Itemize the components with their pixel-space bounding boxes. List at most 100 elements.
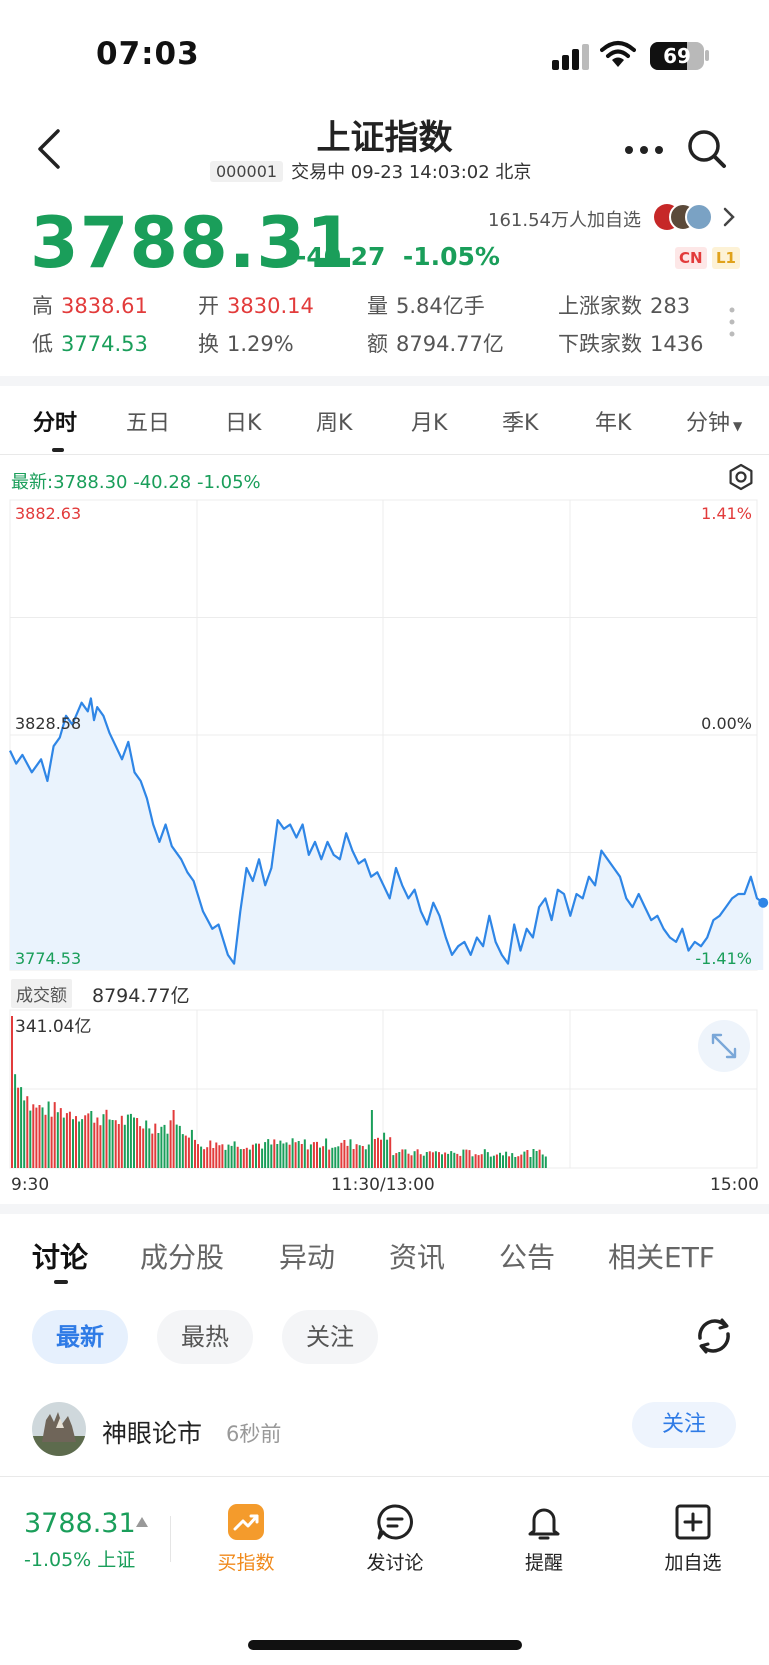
volume-bar <box>538 1149 541 1168</box>
tab-intraday[interactable]: 分时 <box>33 411 78 436</box>
filter-following[interactable]: 关注 <box>282 1310 378 1364</box>
volume-bar <box>187 1137 190 1168</box>
stat-high: 高 3838.61 <box>32 294 148 318</box>
volume-bar <box>395 1153 398 1168</box>
volume-bar <box>221 1144 224 1168</box>
volume-bar <box>474 1154 477 1168</box>
volume-bar <box>303 1139 306 1168</box>
volume-bar <box>523 1151 526 1168</box>
avatar[interactable] <box>32 1402 86 1456</box>
tab-news[interactable]: 资讯 <box>389 1241 446 1274</box>
search-icon[interactable] <box>686 128 728 170</box>
x-label-midday: 11:30/13:00 <box>331 1175 435 1195</box>
tab-constituents[interactable]: 成分股 <box>140 1241 225 1274</box>
volume-bar <box>68 1111 71 1168</box>
volume-bar <box>126 1114 129 1168</box>
volume-bar <box>75 1116 77 1168</box>
settings-icon[interactable] <box>727 463 755 491</box>
volume-bar <box>26 1096 29 1168</box>
plus-square-icon <box>675 1504 711 1540</box>
change-percent: -1.05% <box>402 242 500 271</box>
vertical-dots-icon[interactable] <box>728 306 736 338</box>
follow-button[interactable]: 关注 <box>632 1402 736 1448</box>
tab-announcements[interactable]: 公告 <box>499 1241 556 1274</box>
volume-chart[interactable]: 341.04亿 <box>0 1008 769 1170</box>
bottom-separator <box>170 1516 171 1562</box>
refresh-icon[interactable] <box>692 1314 736 1358</box>
tab-movements[interactable]: 异动 <box>279 1241 336 1274</box>
battery-indicator: 69 <box>650 42 704 70</box>
tab-discussion[interactable]: 讨论 <box>32 1241 89 1274</box>
volume-bar <box>401 1149 404 1168</box>
stock-code: 000001 <box>210 160 284 182</box>
filter-hottest[interactable]: 最热 <box>157 1310 253 1364</box>
watcher-avatars[interactable] <box>652 202 714 232</box>
volume-bar <box>215 1142 218 1168</box>
volume-bar <box>410 1155 413 1168</box>
intraday-chart[interactable]: 3882.63 3828.58 3774.53 1.41% 0.00% -1.4… <box>0 498 769 973</box>
watchers-count[interactable]: 161.54万人加自选 <box>488 210 641 231</box>
volume-bar <box>14 1074 17 1168</box>
volume-bar <box>309 1144 312 1168</box>
chevron-right-icon[interactable] <box>722 206 736 228</box>
x-label-close: 15:00 <box>710 1175 759 1195</box>
volume-bar <box>102 1114 105 1168</box>
volume-bar <box>258 1143 260 1168</box>
volume-bars <box>11 1016 547 1168</box>
volume-bar <box>438 1152 440 1168</box>
volume-bar <box>389 1137 392 1168</box>
add-watchlist-button[interactable]: 加自选 <box>638 1502 748 1575</box>
volume-bar <box>383 1132 386 1168</box>
volume-bar <box>163 1124 166 1168</box>
back-icon[interactable] <box>34 128 64 170</box>
tab-underline <box>52 448 64 452</box>
stat-turnover-rate: 换 1.29% <box>198 332 294 356</box>
volume-bar <box>386 1139 389 1168</box>
post-author[interactable]: 神眼论市 <box>102 1419 203 1448</box>
filter-latest[interactable]: 最新 <box>32 1310 128 1364</box>
chart-icon <box>228 1504 264 1540</box>
volume-bar <box>194 1139 196 1168</box>
volume-bar <box>233 1141 236 1168</box>
bottom-price: 3788.31 <box>24 1508 136 1539</box>
volume-bar <box>364 1149 367 1168</box>
tab-yearly-k[interactable]: 年K <box>595 411 632 436</box>
section-divider <box>0 1204 769 1214</box>
volume-bar <box>111 1120 114 1168</box>
volume-bar <box>352 1149 355 1168</box>
volume-bar <box>480 1154 483 1168</box>
expand-icon[interactable] <box>698 1020 750 1072</box>
volume-bar <box>465 1149 468 1168</box>
tab-weekly-k[interactable]: 周K <box>316 411 353 436</box>
volume-bar <box>346 1145 349 1168</box>
volume-bar <box>157 1133 160 1168</box>
volume-bar <box>255 1143 257 1168</box>
badge-cn: CN <box>675 247 707 269</box>
tab-related-etf[interactable]: 相关ETF <box>608 1241 715 1274</box>
volume-bar <box>316 1141 318 1168</box>
tab-monthly-k[interactable]: 月K <box>411 411 448 436</box>
buy-index-button[interactable]: 买指数 <box>191 1502 301 1575</box>
volume-bar <box>206 1147 209 1168</box>
alert-button[interactable]: 提醒 <box>489 1502 599 1575</box>
tab-daily-k[interactable]: 日K <box>225 411 262 436</box>
volume-bar <box>483 1149 486 1168</box>
tab-quarterly-k[interactable]: 季K <box>502 411 539 436</box>
y-label-high: 3882.63 <box>15 504 81 523</box>
tab-five-day[interactable]: 五日 <box>126 411 171 436</box>
volume-bar <box>312 1142 315 1168</box>
post-discussion-button[interactable]: 发讨论 <box>340 1502 450 1575</box>
volume-bar <box>53 1102 56 1168</box>
signal-icon <box>552 44 589 70</box>
volume-bar <box>340 1142 343 1168</box>
volume-bar <box>297 1141 300 1168</box>
volume-bar <box>441 1154 443 1168</box>
volume-bar <box>154 1123 157 1168</box>
volume-bar <box>129 1113 132 1168</box>
more-icon[interactable] <box>624 144 664 156</box>
y-label-pct-high: 1.41% <box>701 504 752 523</box>
volume-bar <box>526 1150 529 1168</box>
tab-minute[interactable]: 分钟 ▼ <box>686 411 743 436</box>
price-line <box>9 697 764 965</box>
volume-bar <box>169 1120 172 1168</box>
